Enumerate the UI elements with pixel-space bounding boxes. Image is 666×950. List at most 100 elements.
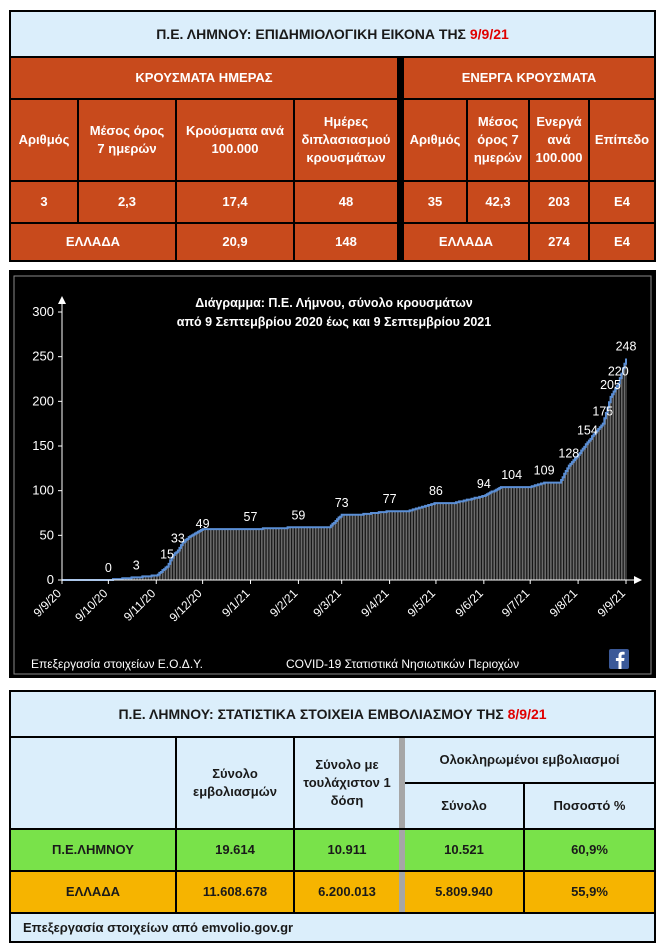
y-tick-label: 50: [40, 527, 54, 542]
facebook-icon[interactable]: [609, 649, 629, 669]
data-label: 94: [477, 477, 491, 491]
cumulative-cases-line: [62, 358, 627, 581]
y-tick-label: 100: [32, 483, 54, 498]
y-tick-label: 300: [32, 304, 54, 319]
active-col-avg7: Μέσος όρος 7 ημερών: [468, 100, 528, 180]
x-tick-label: 9/2/21: [267, 586, 301, 620]
vaccination-header-blank: [11, 738, 175, 828]
vaccination-row-lemnos-name: Π.Ε.ΛΗΜΝΟΥ: [11, 830, 175, 870]
vaccination-table: Π.Ε. ΛΗΜΝΟΥ: ΣΤΑΤΙΣΤΙΚΑ ΣΤΟΙΧΕΙΑ ΕΜΒΟΛΙΑ…: [9, 690, 656, 943]
vaccination-col-one-dose: Σύνολο με τουλάχιστον 1 δόση: [295, 738, 399, 828]
vaccination-row-lemnos-complete: 10.521: [405, 830, 523, 870]
cases-chart-svg: Διάγραμμα: Π.Ε. Λήμνου, σύνολο κρουσμάτω…: [13, 275, 652, 675]
chart-footer-left: Επεξεργασία στοιχείων Ε.Ο.Δ.Υ.: [31, 657, 203, 671]
epidemiology-title-date: 9/9/21: [469, 26, 509, 42]
y-axis-arrow: [58, 296, 66, 304]
daily-col-doubling: Ημέρες διπλασιασμού κρουσμάτων: [295, 100, 397, 180]
greece-active-level-value: E4: [590, 224, 654, 260]
y-tick-label: 150: [32, 438, 54, 453]
x-tick-label: 9/3/21: [310, 586, 344, 620]
vaccination-row-greece-one-dose: 6.200.013: [295, 872, 399, 912]
daily-col-number: Αριθμός: [11, 100, 77, 180]
x-axis-arrow: [634, 576, 642, 584]
vaccination-title-text: Π.Ε. ΛΗΜΝΟΥ: ΣΤΑΤΙΣΤΙΚΑ ΣΤΟΙΧΕΙΑ ΕΜΒΟΛΙΑ…: [118, 706, 504, 722]
data-label: 220: [608, 364, 629, 378]
daily-per100k-value: 17,4: [177, 182, 293, 222]
x-tick-label: 9/8/21: [547, 586, 581, 620]
data-label: 59: [291, 508, 305, 522]
active-avg7-value: 42,3: [468, 182, 528, 222]
chart-border: [13, 275, 652, 675]
daily-avg7-value: 2,3: [79, 182, 175, 222]
x-tick-label: 9/4/21: [358, 586, 392, 620]
daily-col-avg7: Μέσος όρος 7 ημερών: [79, 100, 175, 180]
y-tick-label: 200: [32, 393, 54, 408]
active-number-value: 35: [404, 182, 466, 222]
epidemiology-table: Π.Ε. ΛΗΜΝΟΥ: ΕΠΙΔΗΜΙΟΛΟΓΙΚΗ ΕΙΚΟΝΑ ΤΗΣ 9…: [9, 10, 656, 262]
data-label: 205: [600, 378, 621, 392]
data-label: 15: [160, 548, 174, 562]
vaccination-col-total: Σύνολο εμβολιασμών: [177, 738, 293, 828]
active-per100k-value: 203: [530, 182, 588, 222]
data-label: 175: [592, 405, 613, 419]
vaccination-title: Π.Ε. ΛΗΜΝΟΥ: ΣΤΑΤΙΣΤΙΚΑ ΣΤΟΙΧΕΙΑ ΕΜΒΟΛΙΑ…: [11, 692, 654, 736]
x-tick-label: 9/9/20: [31, 586, 65, 620]
chart-title-line2: από 9 Σεπτεμβρίου 2020 έως και 9 Σεπτεμβ…: [177, 315, 491, 329]
chart-title-line1: Διάγραμμα: Π.Ε. Λήμνου, σύνολο κρουσμάτω…: [195, 296, 472, 310]
vaccination-row-greece-complete: 5.809.940: [405, 872, 523, 912]
y-tick-label: 250: [32, 349, 54, 364]
greece-label-active: ΕΛΛΑΔΑ: [404, 224, 528, 260]
vaccination-col-complete-pct: Ποσοστό %: [525, 784, 654, 828]
active-cases-header: ΕΝΕΡΓΑ ΚΡΟΥΣΜΑΤΑ: [404, 58, 654, 98]
data-label: 86: [429, 484, 443, 498]
chart-footer-right: COVID-19 Στατιστικά Νησιωτικών Περιοχών: [286, 657, 519, 671]
data-label: 33: [171, 532, 185, 546]
epidemiology-title: Π.Ε. ΛΗΜΝΟΥ: ΕΠΙΔΗΜΙΟΛΟΓΙΚΗ ΕΙΚΟΝΑ ΤΗΣ 9…: [11, 12, 654, 56]
data-label: 73: [335, 496, 349, 510]
data-label: 49: [196, 517, 210, 531]
vaccination-col-complete-total: Σύνολο: [405, 784, 523, 828]
epidemiology-title-text: Π.Ε. ΛΗΜΝΟΥ: ΕΠΙΔΗΜΙΟΛΟΓΙΚΗ ΕΙΚΟΝΑ ΤΗΣ: [156, 26, 466, 42]
vaccination-row-greece-name: ΕΛΛΑΔΑ: [11, 872, 175, 912]
vaccination-divider: [399, 830, 405, 870]
daily-number-value: 3: [11, 182, 77, 222]
data-label: 57: [244, 510, 258, 524]
vaccination-row-lemnos-one-dose: 10.911: [295, 830, 399, 870]
vaccination-row-greece-total: 11.608.678: [177, 872, 293, 912]
greece-label-daily: ΕΛΛΑΔΑ: [11, 224, 175, 260]
cases-chart: Διάγραμμα: Π.Ε. Λήμνου, σύνολο κρουσμάτω…: [9, 270, 656, 678]
active-col-number: Αριθμός: [404, 100, 466, 180]
daily-col-per100k: Κρούσματα ανά 100.000: [177, 100, 293, 180]
data-label: 0: [105, 561, 112, 575]
vaccination-row-lemnos-pct: 60,9%: [525, 830, 654, 870]
x-tick-label: 9/9/21: [595, 586, 629, 620]
x-tick-label: 9/7/21: [499, 586, 533, 620]
vaccination-row-lemnos-total: 19.614: [177, 830, 293, 870]
data-label: 248: [616, 339, 637, 353]
data-label: 104: [501, 468, 522, 482]
vaccination-col-complete: Ολοκληρωμένοι εμβολιασμοί: [405, 738, 654, 782]
greece-doubling-value: 148: [295, 224, 397, 260]
active-level-value: E4: [590, 182, 654, 222]
active-col-level: Επίπεδο: [590, 100, 654, 180]
data-label: 109: [534, 464, 555, 478]
x-tick-label: 9/12/20: [167, 586, 205, 624]
greece-per100k-value: 20,9: [177, 224, 293, 260]
vaccination-divider: [399, 738, 405, 828]
daily-doubling-value: 48: [295, 182, 397, 222]
greece-active-per100k-value: 274: [530, 224, 588, 260]
vaccination-title-date: 8/9/21: [507, 706, 547, 722]
data-label: 77: [383, 492, 397, 506]
x-tick-label: 9/6/21: [452, 586, 486, 620]
vaccination-footer: Επεξεργασία στοιχείων από emvolio.gov.gr: [11, 914, 654, 941]
active-col-per100k: Ενεργά ανά 100.000: [530, 100, 588, 180]
daily-cases-header: ΚΡΟΥΣΜΑΤΑ ΗΜΕΡΑΣ: [11, 58, 397, 98]
data-label: 154: [577, 423, 598, 437]
x-tick-label: 9/10/20: [72, 586, 110, 624]
x-tick-label: 9/1/21: [219, 586, 253, 620]
data-label: 128: [558, 447, 579, 461]
x-tick-label: 9/5/21: [405, 586, 439, 620]
x-tick-label: 9/11/20: [121, 586, 159, 624]
y-tick-label: 0: [47, 572, 54, 587]
